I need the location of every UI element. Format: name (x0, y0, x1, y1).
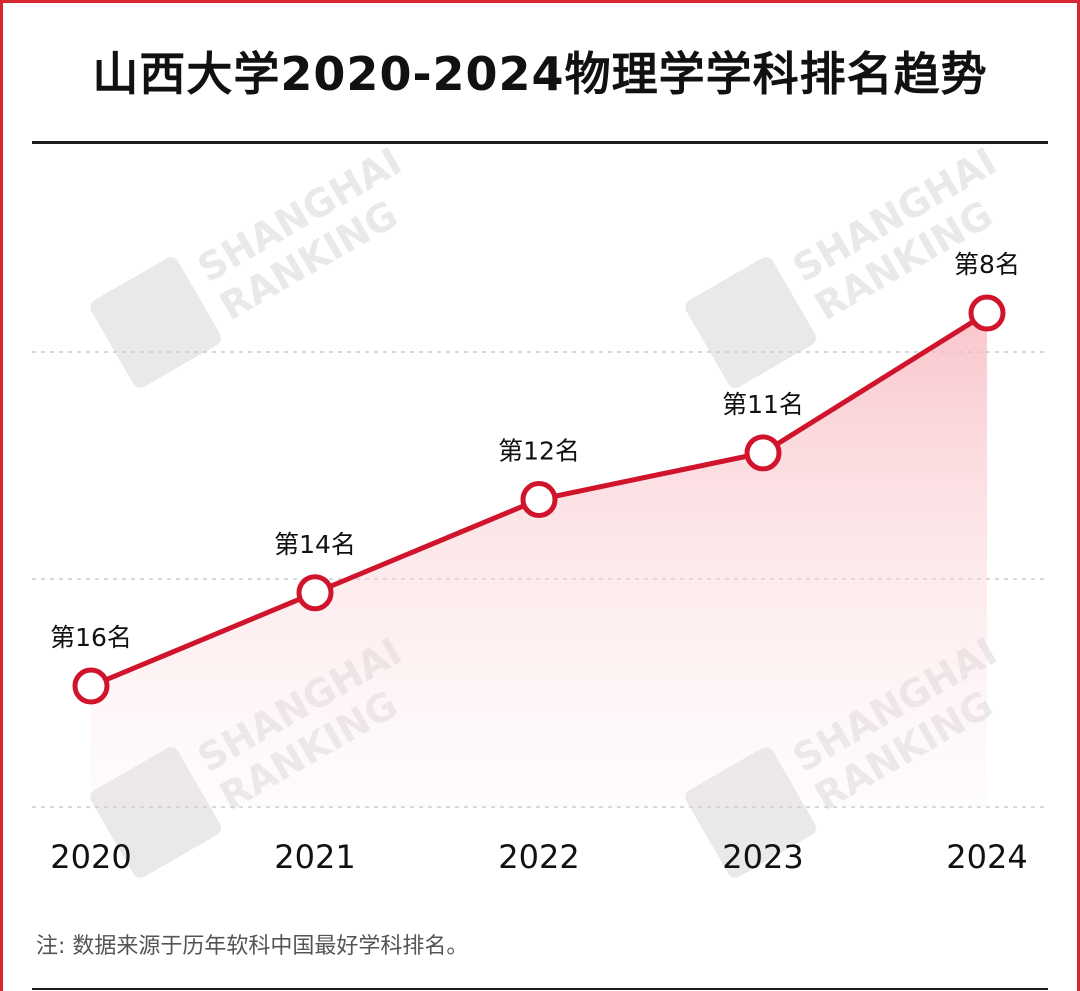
source-note: 注: 数据来源于历年软科中国最好学科排名。 (36, 934, 469, 959)
data-label-2024: 第8名 (954, 250, 1020, 279)
data-point-2023 (744, 434, 782, 472)
data-points (72, 294, 1006, 705)
x-tick-2020: 2020 (50, 838, 131, 876)
watermark-logo-box (685, 257, 817, 388)
data-point-2021 (296, 574, 334, 612)
title-divider (32, 141, 1048, 144)
bottom-divider (32, 988, 1048, 990)
x-tick-2023: 2023 (722, 838, 803, 876)
data-label-2023: 第11名 (722, 390, 804, 419)
data-point-2024 (968, 294, 1006, 332)
data-label-2020: 第16名 (50, 623, 132, 652)
x-axis-ticks: 2020 2021 2022 2023 2024 (50, 838, 1027, 876)
data-label-2022: 第12名 (498, 437, 580, 466)
data-labels: 第16名 第14名 第12名 第11名 第8名 (50, 250, 1020, 652)
chart-title: 山西大学2020-2024物理学学科排名趋势 (92, 47, 988, 101)
x-tick-2021: 2021 (274, 838, 355, 876)
series-area (91, 313, 987, 807)
data-point-2022 (520, 481, 558, 518)
data-label-2021: 第14名 (274, 530, 356, 559)
x-tick-2024: 2024 (946, 838, 1027, 876)
watermark-logo-box (90, 257, 222, 388)
x-tick-2022: 2022 (498, 838, 579, 876)
data-point-2020 (72, 667, 110, 705)
